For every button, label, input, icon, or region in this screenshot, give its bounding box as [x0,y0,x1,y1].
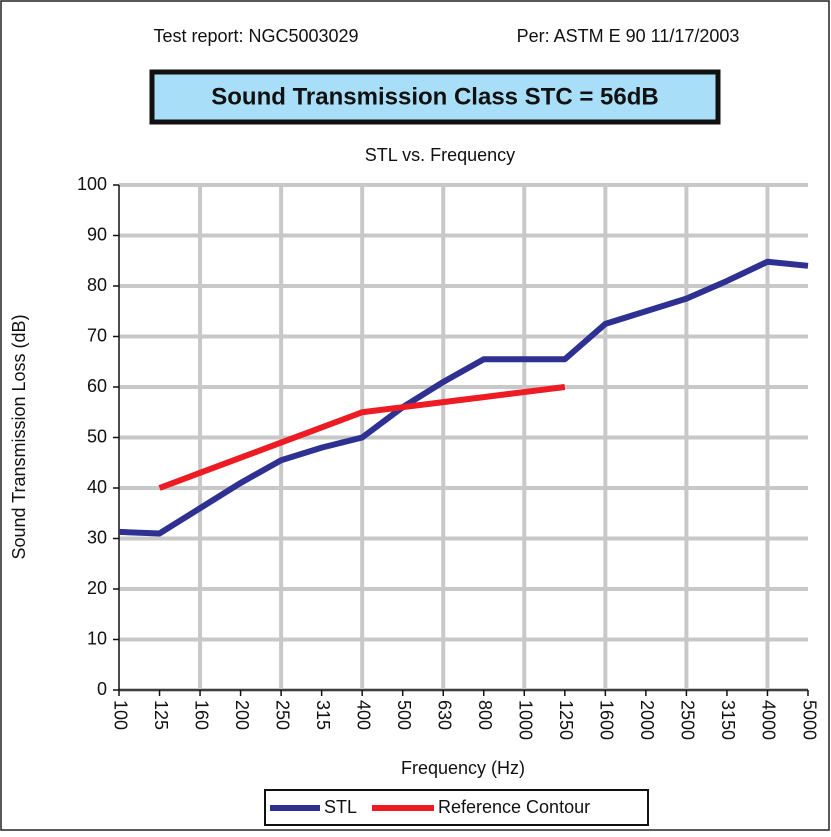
x-tick-label: 800 [475,700,495,730]
legend-label: Reference Contour [438,797,590,817]
x-tick-label: 3150 [718,700,738,740]
y-tick-label: 0 [97,679,107,699]
legend-label: STL [324,797,357,817]
y-tick-label: 20 [87,578,107,598]
series-line [158,384,566,491]
x-tick-label: 630 [434,700,454,730]
y-tick-label: 80 [87,275,107,295]
x-tick-label: 200 [232,700,252,730]
x-tick-label: 100 [110,700,130,730]
y-tick-label: 100 [77,174,107,194]
report-id: Test report: NGC5003029 [153,26,358,46]
x-tick-label: 1250 [556,700,576,740]
legend [264,789,649,826]
x-tick-label: 125 [151,700,171,730]
y-tick-label: 70 [87,325,107,345]
x-tick-label: 4000 [759,700,779,740]
x-tick-label: 5000 [799,700,819,740]
y-axis-label: Sound Transmission Loss (dB) [9,314,29,559]
chart-subtitle: STL vs. Frequency [365,145,515,165]
x-tick-label: 250 [272,700,292,730]
y-tick-label: 40 [87,477,107,497]
y-tick-label: 60 [87,376,107,396]
y-tick-label: 50 [87,426,107,446]
standard: Per: ASTM E 90 11/17/2003 [517,26,740,46]
y-tick-label: 10 [87,628,107,648]
series-line [118,258,809,537]
x-tick-label: 500 [394,700,414,730]
title-box [149,69,721,125]
x-axis-label: Frequency (Hz) [401,758,525,778]
x-tick-label: 1000 [516,700,536,740]
x-tick-label: 400 [353,700,373,730]
y-tick-label: 30 [87,527,107,547]
chart-title: Sound Transmission Class STC = 56dB [211,83,658,110]
x-tick-label: 315 [313,700,333,730]
x-tick-label: 2000 [637,700,657,740]
y-tick-label: 90 [87,224,107,244]
x-tick-label: 1600 [597,700,617,740]
x-tick-label: 160 [191,700,211,730]
x-tick-label: 2500 [678,700,698,740]
